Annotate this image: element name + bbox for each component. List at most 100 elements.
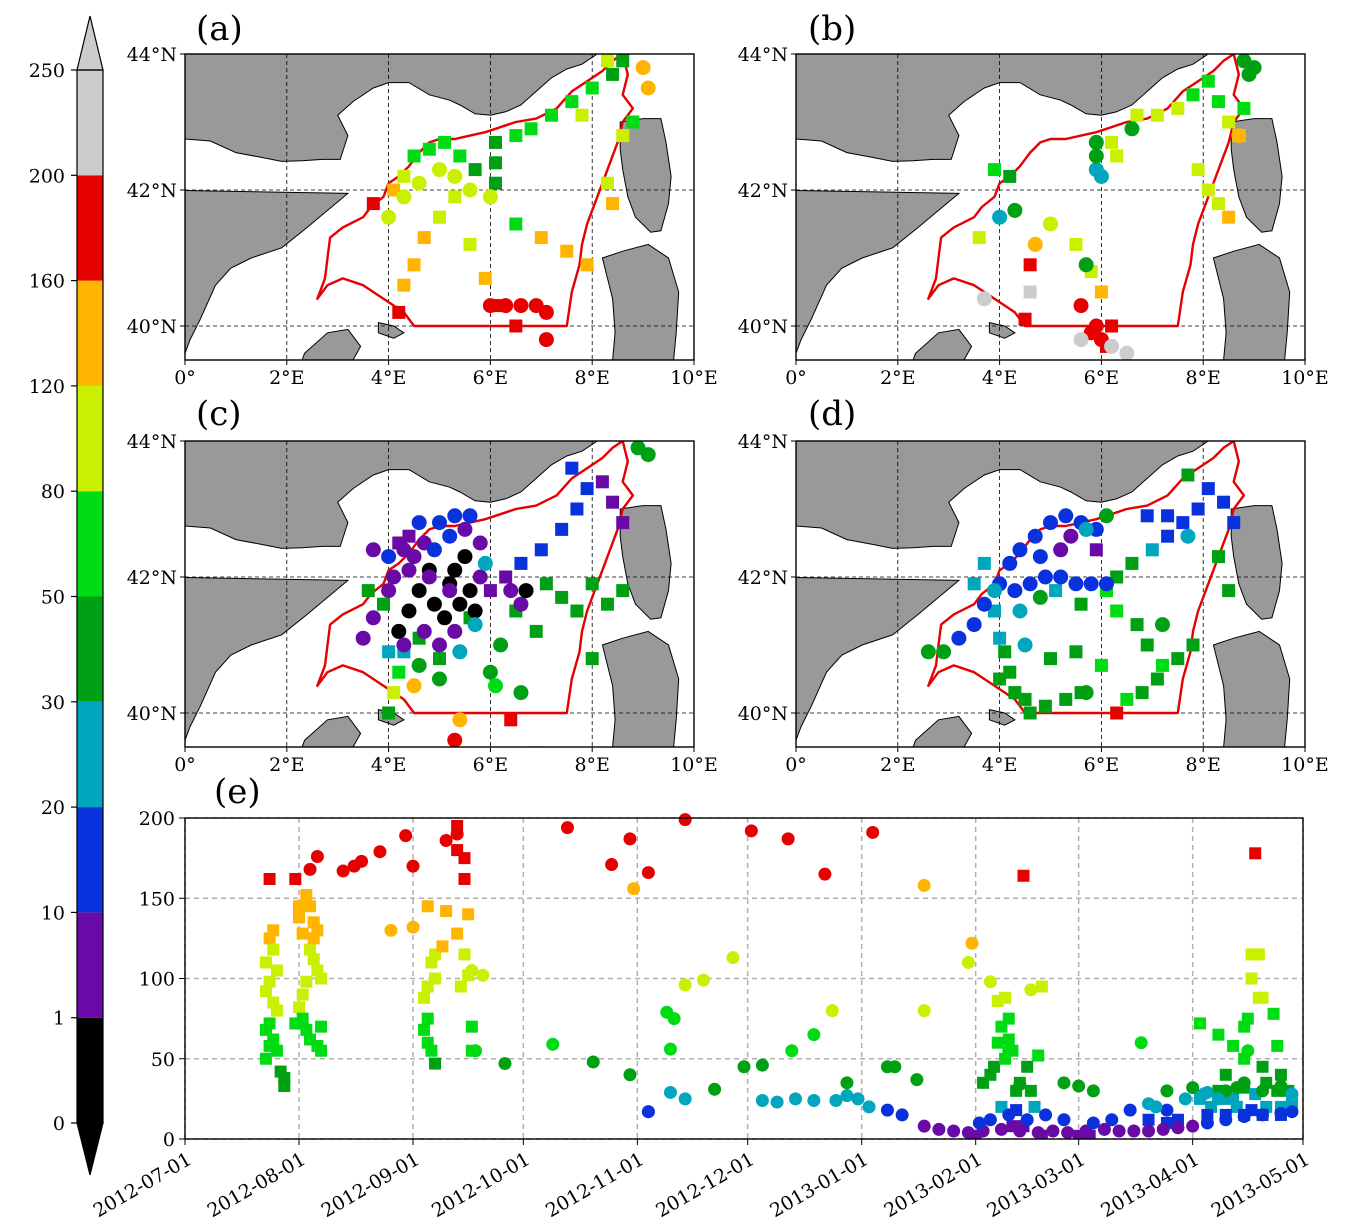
data-point-circle: [469, 1044, 483, 1058]
data-point-circle: [498, 1057, 512, 1071]
colorbar-tick-label: 120: [29, 376, 65, 398]
data-point-circle: [437, 610, 453, 626]
data-point-square: [421, 980, 434, 993]
data-point-square: [1161, 529, 1175, 543]
data-point-circle: [1088, 148, 1104, 164]
data-point-circle: [1058, 508, 1074, 524]
colorbar-extend-bottom: [76, 1122, 104, 1176]
data-point-circle: [1078, 685, 1094, 701]
data-point-square: [575, 108, 589, 122]
data-point-circle: [513, 685, 529, 701]
y-tick-label: 150: [139, 888, 175, 910]
data-point-square: [1032, 1049, 1045, 1062]
data-point-circle: [1200, 1116, 1214, 1130]
data-point-square: [1044, 652, 1057, 666]
data-point-square: [1140, 509, 1154, 523]
data-point-square: [1120, 692, 1134, 706]
data-point-circle: [533, 746, 540, 747]
data-point-circle: [1013, 1124, 1027, 1138]
data-point-square: [999, 991, 1012, 1004]
data-point-circle: [994, 1122, 1008, 1136]
data-point-circle: [487, 678, 503, 694]
data-point-square: [570, 502, 584, 516]
land-west: [796, 576, 961, 741]
y-tick-label: 40°N: [738, 316, 788, 338]
data-points: [259, 813, 1299, 1139]
data-point-square: [600, 54, 614, 68]
data-point-circle: [336, 864, 350, 878]
data-point-square: [1110, 706, 1124, 720]
data-point-circle: [1013, 1077, 1027, 1091]
data-point-circle: [303, 862, 317, 876]
data-point-circle: [365, 610, 381, 626]
data-point-circle: [936, 644, 952, 660]
data-point-circle: [1119, 345, 1135, 360]
y-tick-label: 44°N: [127, 44, 177, 66]
x-tick-label: 2°E: [269, 367, 304, 389]
map-area: [796, 441, 1305, 747]
data-point-square: [422, 142, 436, 156]
data-point-circle: [1105, 1113, 1119, 1127]
data-point-circle: [447, 623, 463, 639]
data-point-circle: [1017, 637, 1033, 653]
x-tick-label: 8°E: [1185, 754, 1220, 776]
data-point-circle: [961, 955, 975, 969]
data-point-square: [315, 1044, 328, 1057]
data-point-circle: [467, 603, 483, 619]
colorbar-segment: [77, 280, 103, 386]
data-point-square: [585, 652, 599, 666]
data-point-circle: [1032, 549, 1048, 565]
data-point-square: [293, 911, 306, 924]
data-point-circle: [386, 569, 402, 585]
data-point-square: [570, 604, 584, 618]
data-point-square: [1222, 210, 1236, 224]
land-majorca: [912, 328, 973, 360]
colorbar-segment: [77, 175, 103, 281]
land-west: [185, 189, 350, 354]
map-panel-d: (d) 0° 2°E 4°E 6°E 8°E 10°E 40°N 42°N 44°N: [738, 394, 1329, 776]
data-point-circle: [1219, 1113, 1233, 1127]
y-tick-label: 40°N: [127, 703, 177, 725]
data-point-circle: [498, 298, 514, 314]
data-point-circle: [983, 975, 997, 989]
panel-label: (c): [196, 394, 242, 434]
data-point-square: [1038, 699, 1052, 713]
data-point-square: [1018, 312, 1032, 326]
data-point-square: [377, 597, 391, 611]
data-point-square: [263, 975, 276, 988]
data-point-circle: [467, 617, 483, 633]
data-point-square: [969, 1129, 982, 1139]
data-point-circle: [1112, 1124, 1126, 1138]
data-point-circle: [442, 583, 458, 599]
data-point-square: [289, 1017, 302, 1030]
data-point-circle: [1186, 1119, 1200, 1133]
data-point-square: [1211, 197, 1225, 211]
data-point-circle: [744, 824, 758, 838]
data-point-circle: [1012, 542, 1028, 558]
data-point-square: [438, 135, 452, 149]
data-point-square: [555, 590, 569, 604]
data-point-square: [1256, 1060, 1269, 1073]
panel-label: (d): [808, 394, 856, 434]
data-point-square: [402, 529, 416, 543]
map-area: [185, 54, 694, 360]
data-point-circle: [384, 923, 398, 937]
x-tick-label: 4°E: [371, 754, 406, 776]
data-point-square: [1155, 658, 1169, 672]
data-point-square: [995, 1100, 1008, 1113]
region-boundary: [316, 441, 635, 715]
data-point-circle: [452, 596, 468, 612]
data-point-square: [458, 852, 471, 865]
data-point-square: [1021, 1060, 1034, 1073]
land-north: [185, 54, 599, 162]
data-point-circle: [503, 583, 519, 599]
data-point-circle: [1002, 555, 1018, 571]
colorbar-segment: [77, 491, 103, 597]
data-point-square: [529, 624, 543, 638]
data-point-square: [988, 604, 1002, 618]
x-tick-label: 8°E: [574, 754, 609, 776]
data-point-square: [504, 713, 518, 727]
data-point-square: [392, 665, 406, 679]
data-point-square: [488, 156, 502, 170]
colorbar-tick-label: 30: [41, 692, 65, 714]
